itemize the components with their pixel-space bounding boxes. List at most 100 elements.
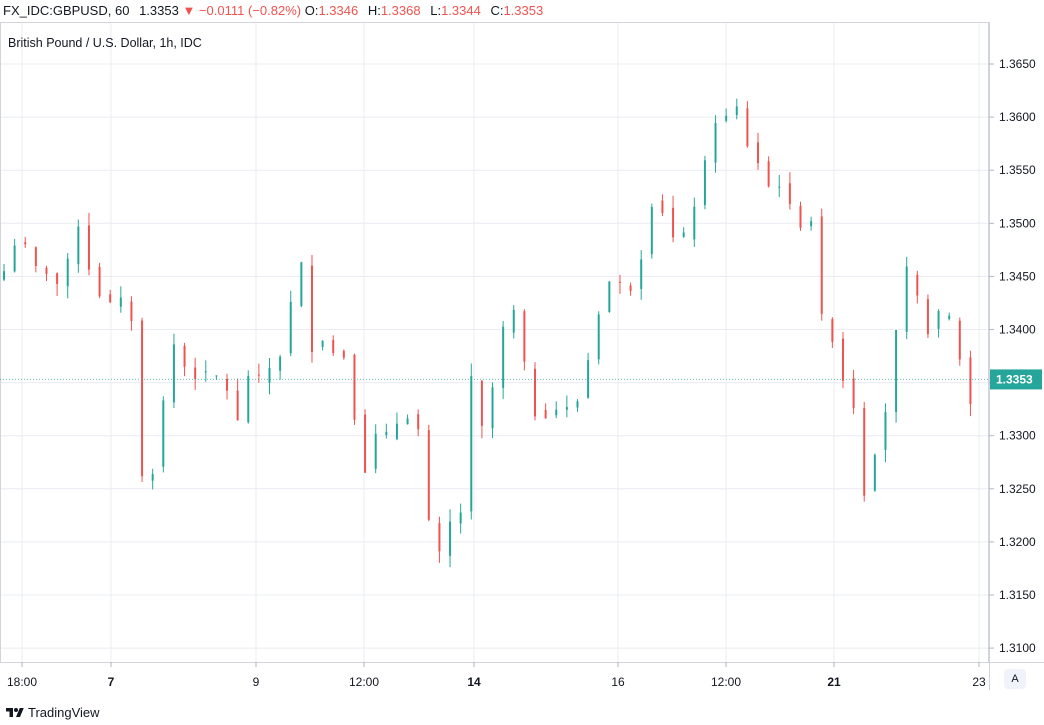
- candle-body: [597, 314, 600, 360]
- candle-body: [565, 407, 568, 410]
- high-label: H:: [367, 3, 381, 18]
- candle-body: [534, 368, 536, 417]
- candle-body: [778, 186, 781, 188]
- candle-body: [725, 115, 728, 121]
- candle-body: [66, 258, 69, 287]
- y-tick-label: 1.3200: [999, 535, 1036, 549]
- chart-title: British Pound / U.S. Dollar, 1h, IDC: [8, 36, 202, 50]
- candle-body: [873, 454, 876, 491]
- candle-body: [948, 315, 951, 319]
- tradingview-logo-icon[interactable]: [6, 706, 24, 720]
- candle-body: [172, 344, 175, 403]
- close-value: 1.3353: [503, 3, 544, 18]
- candle-body: [438, 523, 441, 552]
- x-tick-label: 12:00: [711, 675, 741, 689]
- candle-body: [703, 160, 706, 206]
- candle-body: [820, 216, 823, 314]
- candle-body: [841, 338, 844, 381]
- candle-body: [618, 281, 621, 283]
- candle-body: [3, 271, 5, 280]
- candle-body: [576, 401, 579, 408]
- candlestick-chart[interactable]: British Pound / U.S. Dollar, 1h, IDC 1.3…: [0, 22, 1044, 697]
- candle-body: [629, 285, 632, 291]
- candle-body: [289, 301, 292, 354]
- time-axis[interactable]: 18:00 7 9 12:00 14 16 12:00 21 23: [7, 662, 986, 689]
- x-tick-label: 23: [972, 675, 986, 689]
- candle-body: [332, 339, 335, 353]
- candle-body: [34, 247, 37, 266]
- candle-body: [406, 418, 409, 425]
- candle-body: [555, 409, 558, 416]
- candle-body: [141, 320, 144, 477]
- candle-body: [257, 374, 260, 376]
- candle-body: [183, 345, 186, 367]
- candle-body: [449, 521, 452, 556]
- candle-body: [13, 245, 16, 272]
- candle-body: [321, 340, 324, 347]
- symbol-label[interactable]: FX_IDC:GBPUSD, 60: [3, 3, 130, 18]
- candle-body: [661, 200, 664, 214]
- x-tick-label: 12:00: [349, 675, 379, 689]
- x-tick-label: 21: [827, 675, 841, 689]
- candle-body: [87, 225, 90, 270]
- open-value: 1.3346: [318, 3, 359, 18]
- open-label: O:: [304, 3, 319, 18]
- candle-body: [650, 207, 653, 255]
- chart-frame[interactable]: British Pound / U.S. Dollar, 1h, IDC 1.3…: [0, 22, 1044, 697]
- x-tick-label: 16: [611, 675, 625, 689]
- last-price-box: [990, 369, 1042, 390]
- y-tick-label: 1.3450: [999, 269, 1036, 283]
- candle-body: [693, 206, 696, 240]
- candle-body: [130, 301, 133, 322]
- candle-body: [162, 400, 165, 467]
- candle-body: [788, 183, 791, 204]
- candle-body: [916, 274, 919, 296]
- candle-body: [194, 367, 197, 379]
- last-price-marker: 1.3353: [0, 369, 1042, 390]
- candle-body: [459, 512, 462, 524]
- candle-body: [77, 226, 80, 265]
- y-tick-label: 1.3400: [999, 323, 1036, 337]
- candle-body: [735, 106, 738, 116]
- y-tick-label: 1.3250: [999, 482, 1036, 496]
- candles: [3, 98, 972, 568]
- low-label: L:: [430, 3, 442, 18]
- grid-lines: [0, 22, 989, 662]
- legend-bar: FX_IDC:GBPUSD, 60 1.3353 ▼ −0.0111 (−0.8…: [0, 0, 990, 22]
- candle-body: [56, 273, 59, 284]
- candle-body: [757, 142, 760, 164]
- auto-scale-button[interactable]: A: [1004, 669, 1026, 689]
- candle-body: [427, 430, 430, 520]
- candle-body: [895, 330, 898, 412]
- candle-body: [799, 205, 802, 228]
- y-tick-label: 1.3650: [999, 57, 1036, 71]
- candle-body: [958, 320, 961, 360]
- candle-body: [746, 108, 749, 147]
- last-price: 1.3353: [139, 3, 179, 18]
- candle-body: [215, 375, 218, 377]
- price-axis[interactable]: 1.3650 1.3600 1.3550 1.3500 1.3450 1.3400 1.33…: [989, 57, 1036, 655]
- candle-body: [279, 356, 282, 371]
- candle-body: [544, 409, 547, 419]
- candle-body: [512, 309, 515, 333]
- candle-body: [470, 376, 473, 512]
- candle-body: [151, 474, 154, 481]
- candle-body: [98, 266, 101, 297]
- candle-body: [342, 351, 345, 358]
- close-label: C:: [490, 3, 504, 18]
- y-tick-label: 1.3300: [999, 429, 1036, 443]
- x-tick-label: 7: [108, 675, 115, 689]
- candle-body: [682, 232, 685, 237]
- candle-body: [608, 281, 611, 312]
- x-tick-label: 18:00: [7, 675, 37, 689]
- candle-body: [852, 378, 855, 408]
- candle-body: [310, 265, 313, 353]
- candle-body: [24, 242, 27, 245]
- candle-body: [45, 267, 48, 274]
- candle-body: [119, 297, 122, 307]
- tradingview-brand[interactable]: TradingView: [28, 705, 100, 720]
- candle-body: [884, 411, 887, 450]
- candle-body: [364, 414, 367, 473]
- candle-body: [395, 423, 398, 440]
- footer: TradingView: [0, 700, 1044, 725]
